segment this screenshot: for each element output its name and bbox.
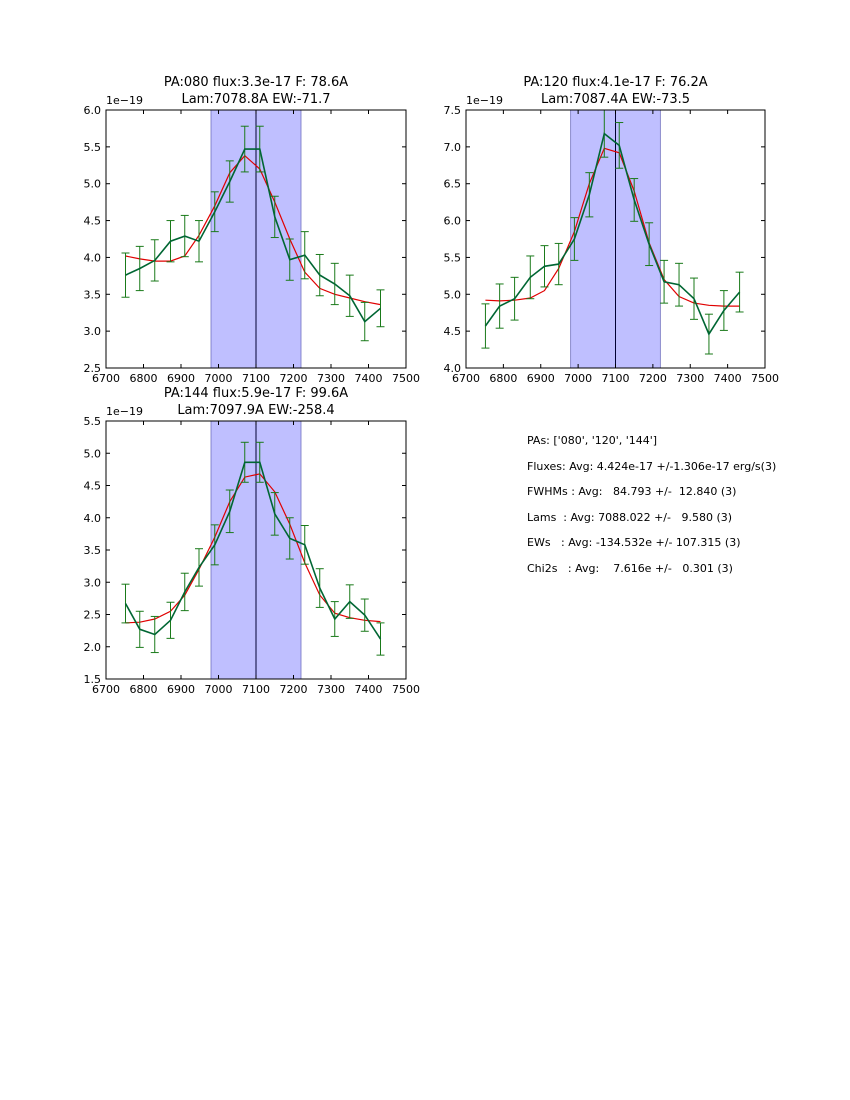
y-tick-label: 5.5	[84, 141, 102, 154]
data-line	[484, 132, 741, 336]
y-tick-label: 1.5	[84, 673, 102, 686]
summary-pas: PAs: ['080', '120', '144']	[527, 434, 658, 447]
y-offset-label: 1e−19	[466, 94, 503, 107]
panel-pa120: 6700 6800 6900 7000 7100 7200 7300 7400 7500 4.0 4…	[444, 75, 780, 385]
panel-title-line1: PA:080 flux:3.3e-17 F: 78.6A	[164, 75, 348, 90]
x-tick-label: 7000	[205, 372, 233, 385]
x-tick-label: 7200	[280, 683, 308, 696]
summary-fluxes: Fluxes: Avg: 4.424e-17 +/-1.306e-17 erg/…	[527, 459, 777, 473]
y-tick-label: 3.5	[84, 288, 102, 301]
x-tick-label: 7100	[242, 372, 270, 385]
summary-ews: EWs : Avg: -134.532e +/- 107.315 (3)	[527, 536, 741, 550]
y-tick-label: 5.0	[444, 288, 462, 301]
x-tick-label: 6900	[167, 683, 195, 696]
x-tick-label: 7300	[317, 372, 345, 385]
x-tick-label: 7200	[280, 372, 308, 385]
y-tick-label: 5.0	[84, 178, 102, 191]
y-tick-label: 4.5	[84, 215, 102, 228]
x-tick-label: 7400	[714, 372, 742, 385]
panel-title-line2: Lam:7087.4A EW:-73.5	[541, 92, 690, 107]
data-line	[124, 461, 382, 640]
x-tick-label: 7300	[676, 372, 704, 385]
panel-title-line1: PA:144 flux:5.9e-17 F: 99.6A	[164, 386, 348, 401]
x-tick-label: 6700	[92, 372, 120, 385]
y-tick-label: 5.5	[444, 251, 462, 264]
y-tick-label: 2.5	[84, 362, 102, 375]
x-tick-label: 6700	[92, 683, 120, 696]
x-tick-label: 7400	[355, 372, 383, 385]
data-line	[125, 148, 382, 323]
x-tick-label: 6700	[452, 372, 480, 385]
x-tick-label: 6800	[130, 372, 158, 385]
y-tick-label: 6.0	[444, 215, 462, 228]
y-tick-label: 7.5	[444, 104, 462, 117]
x-tick-label: 7000	[564, 372, 592, 385]
x-tick-label: 6800	[130, 683, 158, 696]
y-tick-label: 3.5	[84, 544, 102, 557]
x-tick-label: 6900	[167, 372, 195, 385]
panel-title-line2: Lam:7097.9A EW:-258.4	[177, 403, 334, 418]
model-fit-line	[125, 473, 381, 624]
x-tick-label: 7100	[602, 372, 630, 385]
y-tick-label: 7.0	[444, 141, 462, 154]
y-tick-label: 6.5	[444, 178, 462, 191]
x-tick-label: 7100	[242, 683, 270, 696]
panel-pa144: 6700 6800 6900 7000 7100 7200 7300 7400 7500 1.5 2…	[84, 386, 421, 696]
panel-title-line1: PA:120 flux:4.1e-17 F: 76.2A	[523, 75, 707, 90]
y-tick-label: 3.0	[84, 576, 102, 589]
y-offset-label: 1e−19	[106, 405, 143, 418]
y-tick-label: 4.0	[444, 362, 462, 375]
x-tick-label: 6800	[489, 372, 517, 385]
x-tick-label: 6900	[527, 372, 555, 385]
summary-fwhms: FWHMs : Avg: 84.793 +/- 12.840 (3)	[527, 485, 737, 499]
panel-pa080: 6700 6800 6900 7000 7100 7200 7300 7400 7500 2.5 3…	[84, 75, 421, 385]
y-tick-label: 5.5	[84, 415, 102, 428]
y-tick-label: 4.5	[444, 325, 462, 338]
y-tick-label: 3.0	[84, 325, 102, 338]
y-tick-label: 5.0	[84, 447, 102, 460]
x-tick-label: 7200	[639, 372, 667, 385]
y-tick-label: 2.0	[84, 641, 102, 654]
summary-text: PAs: ['080', '120', '144'] Fluxes: Avg: …	[527, 432, 837, 586]
y-offset-label: 1e−19	[106, 94, 143, 107]
x-tick-label: 7500	[392, 372, 420, 385]
y-tick-label: 6.0	[84, 104, 102, 117]
panel-title-line2: Lam:7078.8A EW:-71.7	[181, 92, 330, 107]
y-tick-label: 4.0	[84, 512, 102, 525]
y-tick-label: 4.0	[84, 251, 102, 264]
x-tick-label: 7000	[205, 683, 233, 696]
y-tick-label: 2.5	[84, 609, 102, 622]
summary-chi2s: Chi2s : Avg: 7.616e +/- 0.301 (3)	[527, 561, 733, 575]
x-tick-label: 7500	[751, 372, 779, 385]
x-tick-label: 7300	[317, 683, 345, 696]
x-tick-label: 7400	[355, 683, 383, 696]
y-tick-label: 4.5	[84, 480, 102, 493]
x-tick-label: 7500	[392, 683, 420, 696]
summary-lams: Lams : Avg: 7088.022 +/- 9.580 (3)	[527, 510, 733, 524]
model-fit-line	[125, 154, 381, 306]
